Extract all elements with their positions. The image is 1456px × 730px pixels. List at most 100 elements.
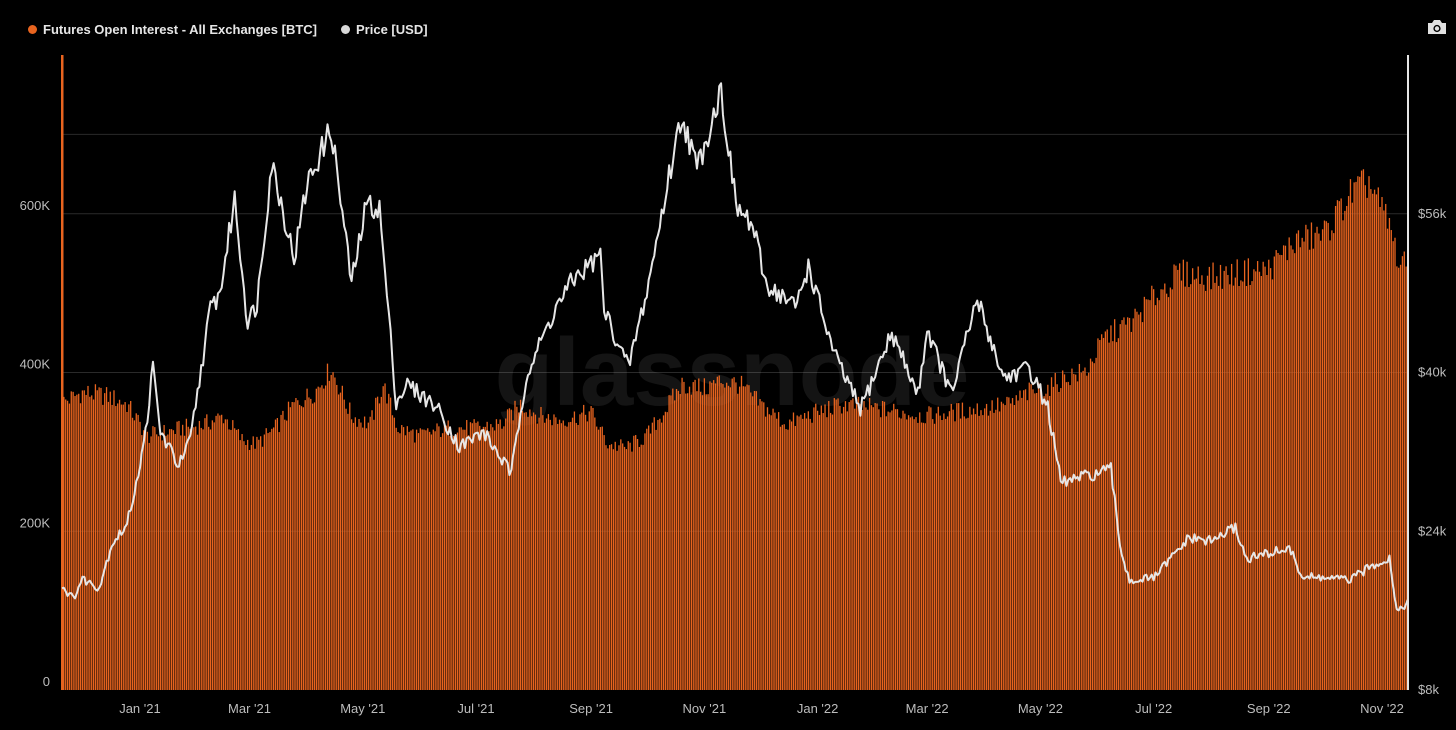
oi-bar: [759, 399, 761, 690]
oi-bar: [445, 425, 447, 690]
oi-bar: [1145, 299, 1147, 690]
oi-bar: [1217, 285, 1220, 690]
oi-bar: [432, 429, 434, 690]
oi-bar: [792, 412, 795, 690]
x-tick-label: Mar '21: [228, 701, 271, 716]
left-tick-label: 600K: [20, 198, 51, 213]
oi-bar: [131, 417, 134, 690]
oi-bar: [672, 388, 674, 690]
oi-bar: [1011, 398, 1014, 690]
oi-bar: [1210, 289, 1212, 690]
oi-bar: [724, 387, 726, 690]
oi-bar: [436, 423, 438, 690]
oi-bar: [1307, 229, 1309, 690]
oi-bar: [1091, 361, 1094, 690]
oi-bar: [1401, 256, 1404, 690]
oi-bar: [285, 420, 288, 690]
oi-bar: [954, 421, 956, 690]
oi-bar: [815, 403, 817, 690]
oi-bar: [794, 425, 796, 690]
camera-icon[interactable]: [1426, 18, 1448, 36]
oi-bar: [1047, 384, 1049, 690]
oi-bar: [1381, 197, 1383, 690]
oi-bar: [1204, 290, 1207, 690]
oi-bar: [1039, 390, 1042, 690]
oi-bar: [605, 445, 607, 690]
legend-item-price[interactable]: Price [USD]: [341, 22, 428, 37]
oi-bar: [1147, 299, 1149, 690]
legend-item-open-interest[interactable]: Futures Open Interest - All Exchanges [B…: [28, 22, 317, 37]
oi-bar: [185, 418, 188, 690]
oi-bar: [1221, 288, 1223, 690]
oi-bar: [575, 422, 577, 690]
oi-bar: [1130, 331, 1133, 690]
oi-bar: [855, 399, 858, 690]
oi-bar: [479, 425, 481, 690]
oi-bar: [824, 404, 826, 690]
oi-bar: [94, 384, 97, 690]
oi-bar: [952, 409, 954, 690]
oi-bar: [1392, 241, 1394, 691]
oi-bar: [1385, 203, 1387, 690]
oi-bar: [1134, 308, 1136, 690]
oi-bar: [816, 410, 819, 690]
oi-bar: [289, 407, 292, 690]
oi-bar: [577, 424, 579, 690]
oi-bar: [480, 429, 483, 690]
oi-bar: [930, 407, 932, 690]
oi-bar: [208, 426, 210, 690]
oi-bar: [310, 398, 312, 690]
oi-bar: [965, 418, 967, 690]
oi-bar: [337, 394, 340, 690]
oi-bar: [534, 414, 537, 690]
oi-bar: [298, 404, 301, 690]
oi-bar: [1344, 210, 1346, 691]
oi-bar: [1182, 259, 1185, 690]
oi-bar: [744, 386, 746, 690]
oi-bar: [638, 447, 641, 690]
oi-bar: [544, 422, 546, 690]
oi-bar: [159, 433, 162, 690]
oi-bar: [1286, 260, 1288, 690]
oi-bar: [1197, 266, 1199, 690]
oi-bar: [1399, 264, 1402, 690]
oi-bar: [536, 423, 538, 690]
oi-bar: [425, 430, 427, 690]
oi-bar: [876, 403, 878, 690]
oi-bar: [124, 402, 126, 690]
oi-bar: [969, 406, 971, 690]
oi-bar: [1316, 226, 1318, 690]
oi-bar: [122, 404, 124, 690]
oi-bar: [239, 440, 241, 690]
oi-bar: [928, 406, 930, 690]
oi-bar: [408, 431, 410, 690]
oi-bar: [1314, 232, 1316, 691]
oi-bar: [497, 423, 499, 690]
oi-bar: [568, 422, 570, 690]
oi-bar: [85, 394, 87, 690]
oi-bar: [373, 419, 375, 690]
oi-bar: [417, 433, 420, 690]
oi-bar: [376, 396, 379, 690]
oi-bar: [1242, 281, 1244, 690]
oi-bar: [410, 430, 412, 690]
oi-bar: [1004, 405, 1006, 690]
oi-bar: [1362, 169, 1365, 691]
oi-bar: [1167, 297, 1170, 690]
oi-bar: [696, 391, 698, 690]
oi-bar: [311, 403, 314, 690]
oi-bar: [648, 425, 650, 690]
oi-bar: [211, 420, 214, 690]
oi-bar: [1305, 224, 1307, 691]
oi-bar: [1208, 266, 1210, 690]
oi-bar: [956, 403, 958, 690]
oi-bar: [998, 411, 1001, 690]
oi-bar: [670, 395, 672, 690]
oi-bar: [499, 419, 501, 690]
oi-bar: [341, 385, 343, 690]
oi-bar: [1269, 268, 1272, 690]
oi-bar: [1227, 274, 1229, 690]
oi-bar: [828, 400, 830, 690]
oi-bar: [1282, 245, 1285, 691]
oi-bar: [189, 428, 191, 690]
